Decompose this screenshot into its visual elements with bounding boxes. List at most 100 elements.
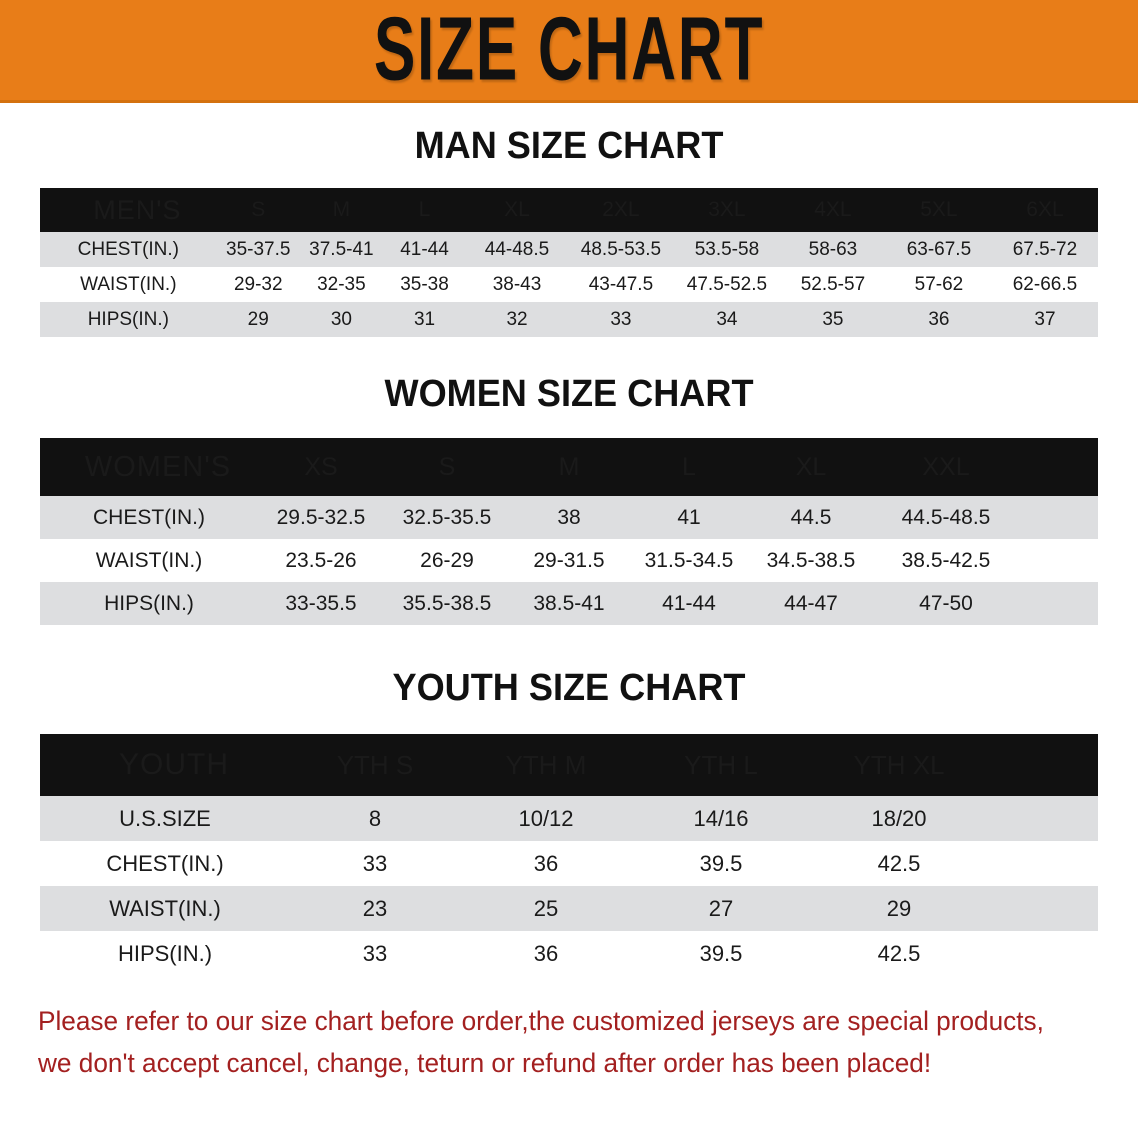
women-col-header: S xyxy=(438,452,456,481)
table-cell: 47-50 xyxy=(919,591,973,615)
table-cell: 41 xyxy=(677,505,701,529)
man-table-body: CHEST(IN.) 35-37.5 37.5-41 41-44 44-48.5… xyxy=(40,232,1098,337)
women-col-header: M xyxy=(558,452,580,481)
row-label: WAIST(IN.) xyxy=(109,895,221,921)
women-table-head: WOMEN'S XS S M L XL XXL xyxy=(40,438,1098,496)
youth-table-body: U.S.SIZE 8 10/12 14/16 18/20 CHEST(IN.) … xyxy=(40,796,1098,976)
table-cell: 53.5-58 xyxy=(694,238,760,260)
spacer-cell xyxy=(988,886,1098,931)
man-col-header: L xyxy=(418,198,431,221)
table-cell: 29-31.5 xyxy=(533,548,605,572)
table-cell: 31.5-34.5 xyxy=(644,548,734,572)
table-cell: 35-38 xyxy=(400,273,449,295)
section-man: MAN SIZE CHART MEN'S S M L XL 2XL 3XL 4X… xyxy=(0,125,1138,337)
table-cell: 42.5 xyxy=(877,940,921,966)
table-cell: 34 xyxy=(716,308,738,330)
footer-disclaimer: Please refer to our size chart before or… xyxy=(38,1000,1068,1084)
man-header-row: MEN'S S M L XL 2XL 3XL 4XL 5XL 6XL xyxy=(40,188,1098,232)
table-cell: 33 xyxy=(362,940,388,966)
women-header-row: WOMEN'S XS S M L XL XXL xyxy=(40,438,1098,496)
table-cell: 38.5-41 xyxy=(533,591,605,615)
table-cell: 41-44 xyxy=(662,591,716,615)
section-title-youth: YOUTH SIZE CHART xyxy=(392,667,746,709)
man-col-header: M xyxy=(332,198,351,221)
youth-col-header: YTH M xyxy=(505,749,587,780)
youth-spacer-header xyxy=(988,734,1098,796)
table-cell: 38.5-42.5 xyxy=(901,548,991,572)
women-col-header: XL xyxy=(795,452,827,481)
table-cell: 32-35 xyxy=(317,273,366,295)
table-cell: 52.5-57 xyxy=(800,273,866,295)
table-cell: 62-66.5 xyxy=(1012,273,1078,295)
table-cell: 31 xyxy=(413,308,436,330)
table-cell: 29 xyxy=(247,308,269,330)
spacer-cell xyxy=(988,931,1098,976)
table-row: CHEST(IN.) 33 36 39.5 42.5 xyxy=(40,841,1098,886)
spacer-cell xyxy=(1020,496,1098,539)
table-cell: 30 xyxy=(330,308,352,330)
table-row: U.S.SIZE 8 10/12 14/16 18/20 xyxy=(40,796,1098,841)
footer-line-1: Please refer to our size chart before or… xyxy=(38,1006,1044,1036)
man-col-header: XL xyxy=(504,198,530,221)
row-label: CHEST(IN.) xyxy=(106,850,224,876)
table-cell: 29-32 xyxy=(233,273,283,295)
row-label: CHEST(IN.) xyxy=(93,505,205,529)
man-col-header: 3XL xyxy=(708,198,746,221)
youth-corner-label: YOUTH xyxy=(119,748,229,781)
table-cell: 63-67.5 xyxy=(906,238,972,260)
section-youth: YOUTH SIZE CHART YOUTH YTH S YTH M YTH L… xyxy=(0,667,1138,976)
table-cell: 33 xyxy=(362,850,388,876)
footer-line-2: we don't accept cancel, change, teturn o… xyxy=(38,1048,932,1079)
man-col-header: 6XL xyxy=(1026,198,1064,221)
table-cell: 35-37.5 xyxy=(226,238,291,260)
table-cell: 34.5-38.5 xyxy=(766,548,856,572)
table-row: HIPS(IN.) 33 36 39.5 42.5 xyxy=(40,931,1098,976)
table-row: WAIST(IN.) 23 25 27 29 xyxy=(40,886,1098,931)
table-cell: 41-44 xyxy=(400,238,449,260)
table-row: HIPS(IN.) 33-35.5 35.5-38.5 38.5-41 41-4… xyxy=(40,582,1098,625)
man-col-header: S xyxy=(251,198,266,221)
table-cell: 39.5 xyxy=(699,940,743,966)
youth-col-header: YTH XL xyxy=(853,749,945,780)
table-cell: 44-48.5 xyxy=(484,238,550,260)
women-corner-label: WOMEN'S xyxy=(84,450,232,483)
women-size-table: WOMEN'S XS S M L XL XXL CHEST(IN.) 29.5-… xyxy=(40,438,1098,625)
youth-table-head: YOUTH YTH S YTH M YTH L YTH XL xyxy=(40,734,1098,796)
table-cell: 38 xyxy=(557,505,581,529)
section-women: WOMEN SIZE CHART WOMEN'S XS S M L XL XXL… xyxy=(0,373,1138,625)
man-corner-label: MEN'S xyxy=(93,194,182,225)
table-cell: 36 xyxy=(533,940,559,966)
table-cell: 27 xyxy=(708,895,734,921)
women-spacer-header xyxy=(1020,438,1098,496)
table-cell: 39.5 xyxy=(699,850,743,876)
table-cell: 44.5 xyxy=(790,505,832,529)
youth-header-row: YOUTH YTH S YTH M YTH L YTH XL xyxy=(40,734,1098,796)
table-cell: 67.5-72 xyxy=(1012,238,1078,260)
row-label: CHEST(IN.) xyxy=(77,238,179,260)
table-cell: 35 xyxy=(822,308,844,330)
table-cell: 23 xyxy=(362,895,388,921)
man-size-table: MEN'S S M L XL 2XL 3XL 4XL 5XL 6XL CHEST… xyxy=(40,188,1098,337)
women-col-header: L xyxy=(682,452,696,481)
table-cell: 44.5-48.5 xyxy=(901,505,991,529)
table-row: CHEST(IN.) 35-37.5 37.5-41 41-44 44-48.5… xyxy=(40,232,1098,267)
table-cell: 48.5-53.5 xyxy=(580,238,662,260)
page-title: SIZE CHART xyxy=(373,0,765,100)
youth-col-header: YTH S xyxy=(336,749,414,780)
row-label: HIPS(IN.) xyxy=(87,308,169,330)
table-row: CHEST(IN.) 29.5-32.5 32.5-35.5 38 41 44.… xyxy=(40,496,1098,539)
table-cell: 8 xyxy=(368,805,382,831)
table-row: WAIST(IN.) 29-32 32-35 35-38 38-43 43-47… xyxy=(40,267,1098,302)
table-cell: 29.5-32.5 xyxy=(276,505,366,529)
youth-col-header: YTH L xyxy=(684,749,758,780)
table-cell: 42.5 xyxy=(877,850,921,876)
spacer-cell xyxy=(1020,582,1098,625)
table-cell: 26-29 xyxy=(420,548,474,572)
women-col-header: XS xyxy=(304,452,338,481)
table-cell: 18/20 xyxy=(871,805,927,831)
section-title-man: MAN SIZE CHART xyxy=(414,125,724,167)
table-cell: 58-63 xyxy=(808,238,858,260)
table-row: WAIST(IN.) 23.5-26 26-29 29-31.5 31.5-34… xyxy=(40,539,1098,582)
table-cell: 35.5-38.5 xyxy=(402,591,492,615)
table-cell: 23.5-26 xyxy=(285,548,357,572)
